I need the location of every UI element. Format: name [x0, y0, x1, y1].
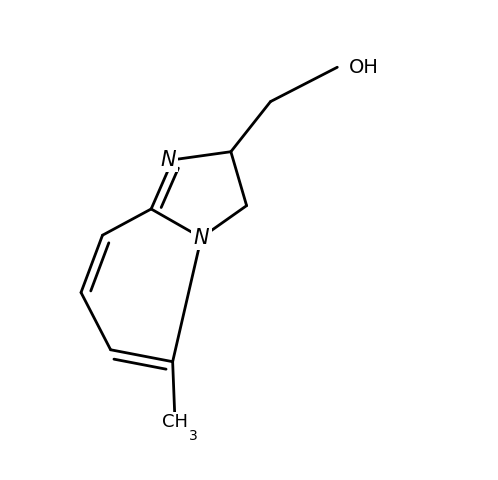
- Text: N: N: [160, 150, 176, 170]
- Text: CH: CH: [162, 413, 188, 432]
- Text: N: N: [193, 228, 209, 248]
- Text: OH: OH: [349, 58, 379, 77]
- Text: 3: 3: [189, 429, 198, 443]
